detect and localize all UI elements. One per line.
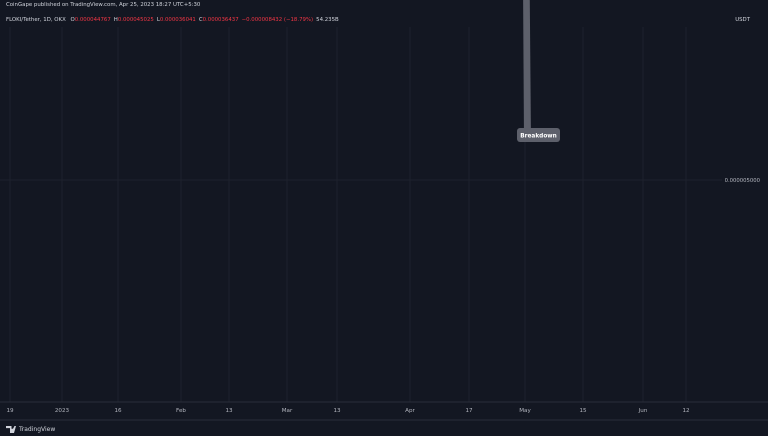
callout-pointer xyxy=(523,0,531,141)
ohlc-item-label: H xyxy=(113,17,118,23)
currency-label: USDT xyxy=(735,17,750,23)
time-tick-label: Apr xyxy=(405,408,415,414)
ohlc-legend: FLOKI/Tether, 1D, OKX O0.000044767 H0.000… xyxy=(6,17,339,23)
time-tick-label: 17 xyxy=(465,408,473,414)
time-axis[interactable] xyxy=(0,402,722,420)
breakdown-callout[interactable] xyxy=(517,128,560,142)
time-tick-label: 13 xyxy=(333,408,341,414)
ohlc-item: L0.000036041 xyxy=(157,17,196,23)
ohlc-values: O0.000044767 H0.000045025 L0.000036041 C0.0… xyxy=(67,17,338,23)
ohlc-item-value: 0.000044767 xyxy=(74,17,111,23)
time-tick-label: 2023 xyxy=(55,408,70,414)
ohlc-item-value: −0.000008432 (−18.79%) xyxy=(241,17,314,23)
published-caption: CoinGape published on TradingView.com, A… xyxy=(6,2,201,8)
time-tick-label: May xyxy=(519,408,531,414)
time-tick-label: 12 xyxy=(682,408,689,414)
breakdown-label: Breakdown xyxy=(520,134,557,140)
ohlc-item-label: O xyxy=(70,17,75,23)
ohlc-item-label: L xyxy=(156,17,160,23)
time-tick-label: Jun xyxy=(638,408,648,414)
tradingview-logo-icon xyxy=(6,426,16,433)
tradingview-logo[interactable]: TradingView xyxy=(6,426,55,433)
time-tick-label: 19 xyxy=(6,408,14,414)
ohlc-item: O0.000044767 xyxy=(70,17,110,23)
ohlc-item-label: C xyxy=(198,17,203,23)
time-tick-label: 16 xyxy=(114,408,122,414)
tradingview-brand-label: TradingView xyxy=(19,426,56,433)
ohlc-item: H0.000045025 xyxy=(114,17,154,23)
price-axis[interactable] xyxy=(722,27,768,402)
time-tick-label: 15 xyxy=(579,408,587,414)
ohlc-item-value: 54.235B xyxy=(316,17,339,23)
ohlc-item: 54.235B xyxy=(316,17,339,23)
time-tick-label: Feb xyxy=(176,408,186,414)
ohlc-item: −0.000008432 (−18.79%) xyxy=(242,17,314,23)
time-tick-label: 13 xyxy=(225,408,233,414)
ohlc-item-value: 0.000045025 xyxy=(117,17,154,23)
time-tick-label: Mar xyxy=(282,408,293,414)
ohlc-item-value: 0.000036437 xyxy=(202,17,239,23)
symbol-label: FLOKI/Tether, 1D, OKX xyxy=(6,17,66,23)
ohlc-item: C0.000036437 xyxy=(199,17,239,23)
price-tick-label: 0.000005000 xyxy=(725,178,761,184)
ohlc-item-value: 0.000036041 xyxy=(159,17,196,23)
